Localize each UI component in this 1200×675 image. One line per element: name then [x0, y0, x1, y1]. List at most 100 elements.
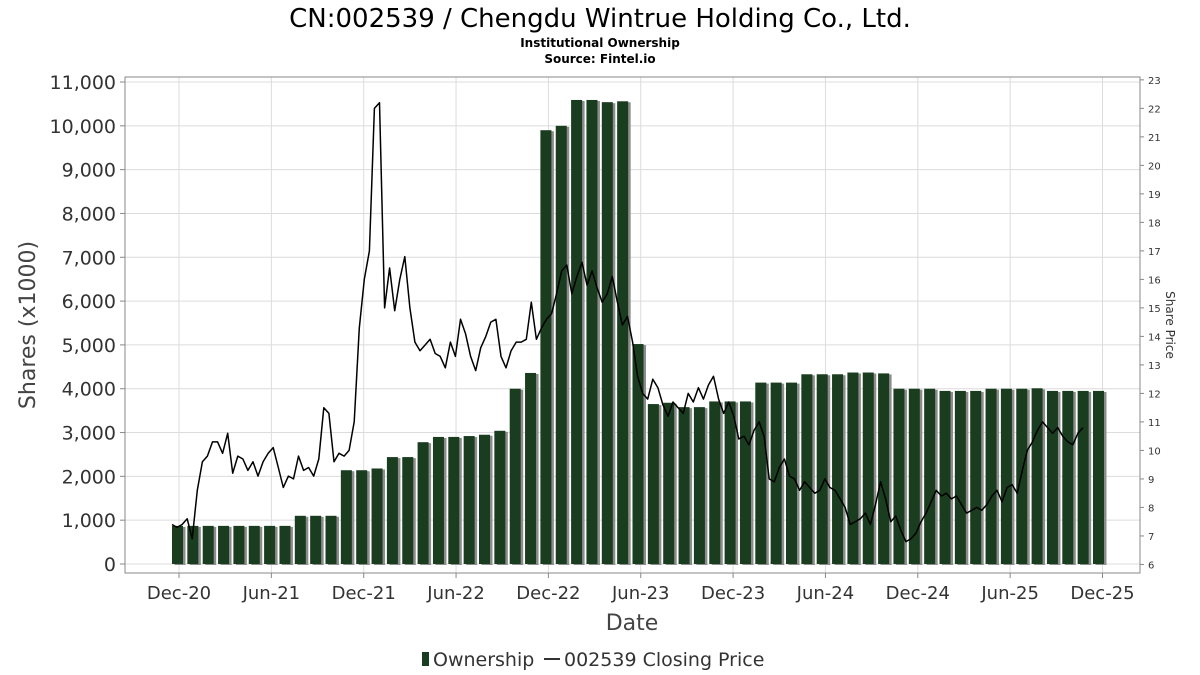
y2-tick-label: 22 — [1148, 104, 1161, 115]
ownership-bar — [663, 402, 675, 564]
ownership-bar — [356, 470, 368, 564]
ownership-bar — [586, 99, 598, 564]
ownership-bar — [432, 436, 444, 564]
y2-tick-label: 11 — [1148, 418, 1161, 429]
ownership-bar — [402, 457, 414, 564]
y-tick-label: 2,000 — [62, 466, 116, 488]
ownership-bar — [693, 407, 705, 564]
ownership-bar — [939, 390, 951, 564]
x-axis-ticks: Dec-20 Jun-21 Dec-21 Jun-22 Dec-22 Jun-23 Dec-… — [147, 573, 1135, 604]
x-tick-label: Jun-22 — [426, 583, 485, 604]
ownership-bar — [985, 388, 997, 564]
ownership-bar — [525, 372, 537, 564]
y-tick-label: 8,000 — [62, 203, 116, 225]
ownership-bar — [908, 388, 920, 564]
y2-tick-label: 16 — [1148, 275, 1161, 286]
ownership-bar — [970, 390, 982, 564]
ownership-bar — [279, 525, 291, 564]
ownership-bar — [264, 525, 276, 564]
ownership-bar — [1077, 390, 1089, 564]
x-tick-label: Dec-22 — [516, 583, 580, 604]
ownership-bar — [202, 525, 214, 564]
ownership-bars — [172, 99, 1107, 566]
y2-tick-label: 20 — [1148, 161, 1161, 172]
ownership-bar — [371, 468, 383, 564]
ownership-bar — [340, 470, 352, 564]
y-tick-label: 5,000 — [62, 335, 116, 357]
ownership-bar — [1093, 390, 1104, 564]
ownership-bar — [479, 434, 490, 564]
ownership-bar — [233, 525, 245, 564]
ownership-bar — [893, 388, 905, 564]
ownership-bar — [617, 101, 629, 564]
ownership-bar — [218, 525, 230, 564]
legend-ownership-label: Ownership — [433, 649, 534, 671]
x-tick-label: Dec-21 — [332, 583, 396, 604]
x-tick-label: Jun-25 — [980, 583, 1039, 604]
ownership-bar — [187, 525, 199, 564]
y-axis-label: Shares (x1000) — [16, 241, 41, 409]
ownership-bar — [816, 374, 828, 564]
ownership-bar — [417, 442, 429, 564]
y2-tick-label: 10 — [1148, 446, 1161, 457]
ownership-bar — [770, 382, 782, 564]
y2-tick-label: 12 — [1148, 389, 1161, 400]
ownership-bar — [755, 382, 767, 564]
ownership-bar — [847, 372, 859, 564]
closing-price-line — [171, 101, 1084, 543]
ownership-bar — [709, 401, 721, 564]
y-tick-label: 6,000 — [62, 291, 116, 313]
ownership-bar — [724, 401, 736, 564]
y2-tick-label: 19 — [1148, 190, 1161, 201]
y2-tick-label: 18 — [1148, 218, 1161, 229]
y2-tick-label: 13 — [1148, 361, 1161, 372]
ownership-bar — [601, 102, 613, 564]
x-tick-label: Dec-24 — [886, 583, 950, 604]
ownership-bar — [786, 382, 797, 564]
y2-tick-label: 17 — [1148, 247, 1161, 258]
ownership-bar — [509, 388, 521, 564]
ownership-bar — [310, 515, 322, 564]
ownership-bar — [386, 457, 398, 564]
secondary-y-axis-label: Share Price — [1163, 291, 1177, 359]
ownership-bar — [555, 125, 567, 565]
legend-price-label: 002539 Closing Price — [564, 649, 764, 671]
ownership-bar — [954, 390, 966, 564]
y2-tick-label: 15 — [1148, 304, 1161, 315]
ownership-bar — [647, 404, 659, 564]
y2-tick-label: 14 — [1148, 332, 1161, 343]
y-tick-label: 0 — [104, 554, 116, 576]
ownership-bar — [1016, 388, 1028, 564]
ownership-bar — [172, 525, 183, 564]
y-tick-label: 10,000 — [50, 116, 116, 138]
y2-tick-label: 6 — [1148, 560, 1154, 571]
y2-tick-label: 21 — [1148, 133, 1161, 144]
ownership-bar — [1000, 388, 1012, 564]
chart-source: Source: Fintel.io — [544, 52, 655, 66]
chart-subtitle: Institutional Ownership — [520, 36, 680, 50]
x-tick-label: Dec-20 — [147, 583, 211, 604]
ownership-bar — [494, 430, 506, 564]
secondary-y-axis-ticks: 6 7 8 9 10 11 12 13 14 15 16 17 18 19 20 21 22 23 — [1140, 76, 1161, 571]
x-tick-label: Dec-25 — [1070, 583, 1134, 604]
ownership-bar — [1031, 388, 1043, 564]
y2-tick-label: 9 — [1148, 475, 1154, 486]
ownership-bar — [924, 388, 936, 564]
x-tick-label: Jun-23 — [611, 583, 670, 604]
ownership-bar — [862, 372, 874, 564]
y-tick-label: 7,000 — [62, 247, 116, 269]
legend-ownership-swatch — [422, 652, 429, 666]
ownership-bar — [325, 515, 337, 564]
ownership-bar — [632, 344, 644, 564]
ownership-bar — [248, 525, 260, 564]
y-tick-label: 1,000 — [62, 510, 116, 532]
y-tick-label: 11,000 — [50, 72, 116, 94]
y-axis-ticks: 0 1,000 2,000 3,000 4,000 5,000 6,000 7,000 8,00… — [50, 72, 125, 576]
chart-title: CN:002539 / Chengdu Wintrue Holding Co.,… — [289, 4, 911, 34]
plot-frame — [124, 76, 1141, 574]
ownership-bar — [878, 373, 890, 564]
ownership-bar — [1046, 390, 1058, 564]
y-tick-label: 9,000 — [62, 160, 116, 182]
ownership-bar — [463, 436, 475, 564]
